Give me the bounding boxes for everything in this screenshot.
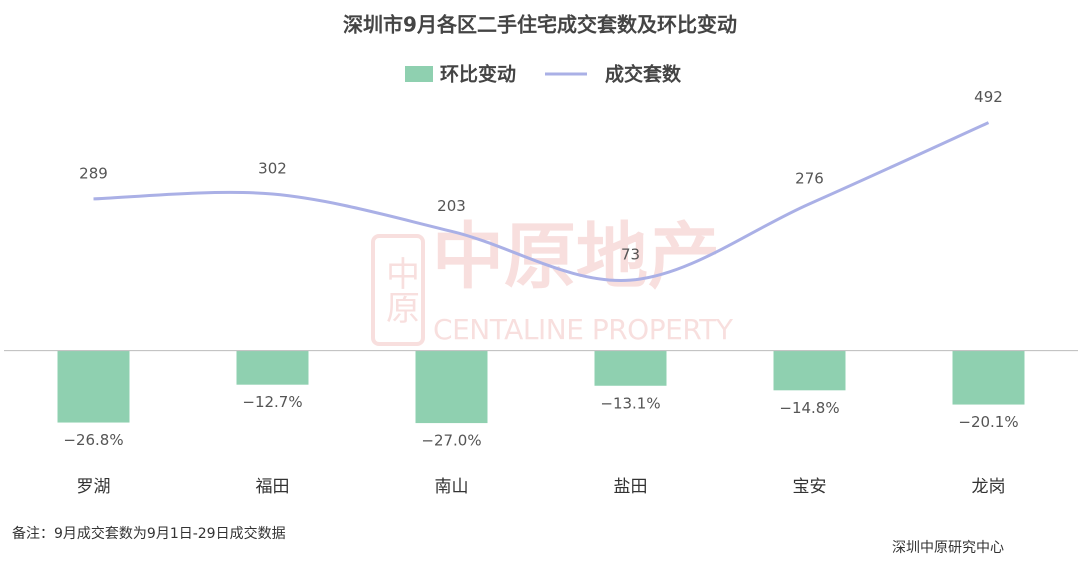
bar	[952, 350, 1025, 405]
watermark: 中原 中原地产 CENTALINE PROPERTY	[371, 215, 734, 346]
note: 备注：9月成交套数为9月1日-29日成交数据	[12, 525, 286, 542]
bar-value-label: −20.1%	[958, 413, 1018, 431]
x-tick-label: 宝安	[793, 477, 827, 497]
line-value-label: 73	[621, 246, 640, 264]
line-value-label: 203	[437, 197, 466, 215]
chart-title: 深圳市9月各区二手住宅成交套数及环比变动	[343, 13, 737, 37]
line-value-label: 302	[258, 160, 287, 178]
line-value-label: 492	[974, 88, 1003, 106]
bar	[57, 350, 130, 423]
watermark-cn: 中原地产	[432, 215, 720, 299]
source: 深圳中原研究中心	[892, 540, 1004, 556]
watermark-en: CENTALINE PROPERTY	[433, 313, 734, 346]
watermark-seal: 中原	[380, 256, 420, 324]
x-tick-label: 盐田	[614, 477, 648, 497]
line	[93, 121, 990, 282]
x-tick-label: 南山	[435, 477, 469, 497]
bar	[415, 350, 488, 424]
watermark-seal-frame	[371, 234, 425, 346]
x-tick-label: 龙岗	[972, 477, 1006, 497]
line-value-label: 276	[795, 169, 824, 187]
bar-value-label: −26.8%	[63, 431, 123, 449]
bar-value-label: −27.0%	[421, 432, 481, 450]
bar	[773, 350, 846, 391]
bar	[594, 350, 667, 386]
bar-value-label: −14.8%	[779, 399, 839, 417]
legend-swatch	[405, 66, 433, 82]
legend-label: 环比变动	[440, 63, 516, 86]
x-tick-label: 罗湖	[77, 477, 111, 497]
legend-label: 成交套数	[605, 63, 682, 86]
x-tick-label: 福田	[256, 477, 290, 497]
bar-value-label: −12.7%	[242, 393, 302, 411]
bar-value-label: −13.1%	[600, 394, 660, 412]
line-value-label: 289	[79, 164, 108, 182]
bar	[236, 350, 309, 385]
